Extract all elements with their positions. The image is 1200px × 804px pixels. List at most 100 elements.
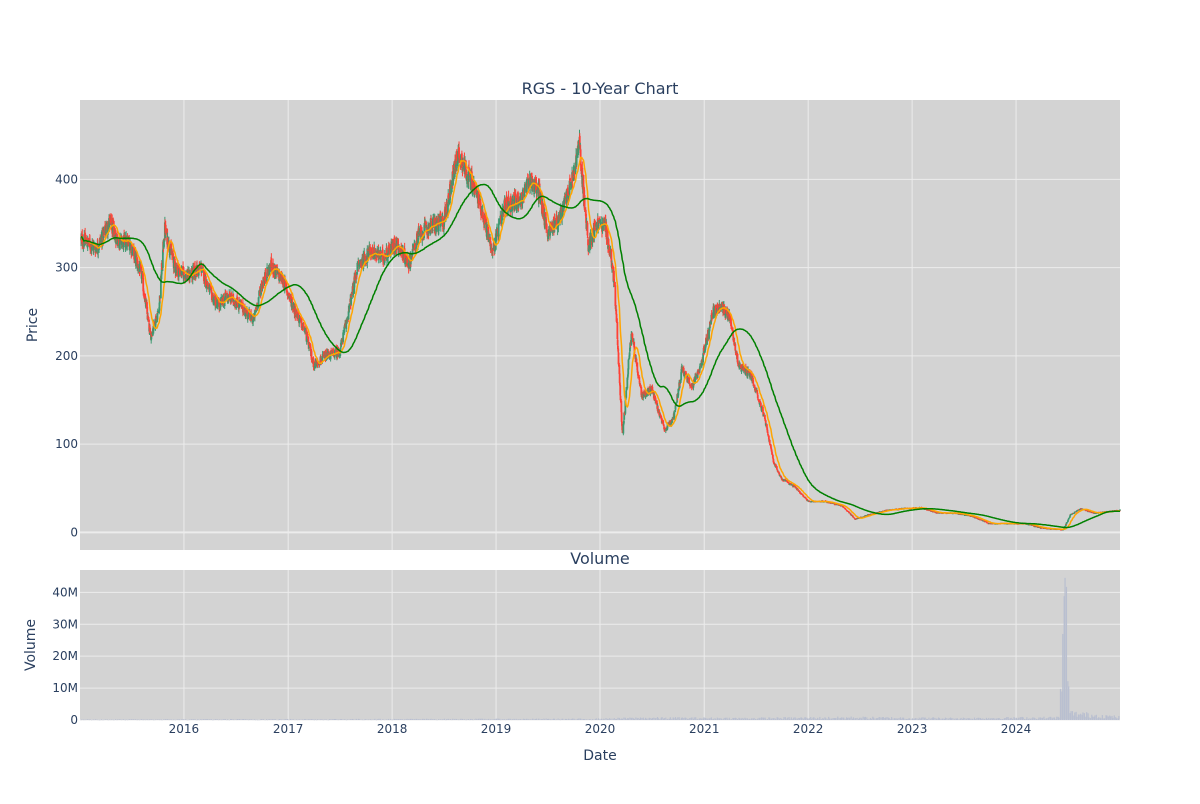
volume-bar [554, 719, 555, 720]
volume-bar [749, 719, 750, 720]
volume-bar [682, 718, 683, 720]
volume-bar [937, 719, 938, 720]
volume-bar [1002, 719, 1003, 720]
volume-bar [215, 719, 216, 720]
volume-bar [365, 719, 366, 720]
volume-bar [129, 719, 130, 720]
volume-bar [1032, 717, 1033, 720]
volume-bar [317, 719, 318, 720]
volume-bar [181, 719, 182, 720]
volume-bar [167, 719, 168, 720]
volume-bar [450, 719, 451, 720]
volume-bar [468, 719, 469, 720]
candle-body [623, 421, 625, 424]
volume-bar [837, 717, 838, 720]
volume-bar [719, 718, 720, 720]
volume-bar [1112, 718, 1113, 720]
volume-bar [472, 720, 473, 721]
volume-bar [799, 718, 800, 720]
volume-bar [372, 720, 373, 721]
volume-bar [851, 717, 852, 720]
volume-bar [550, 720, 551, 721]
volume-bar [819, 717, 820, 720]
candle-body [307, 334, 309, 337]
volume-bar [767, 719, 768, 720]
volume-bar [981, 719, 982, 720]
volume-bar [414, 719, 415, 720]
volume-bar [318, 719, 319, 720]
volume-bar [371, 720, 372, 721]
volume-bar [863, 717, 864, 720]
volume-bar [189, 720, 190, 721]
volume-bar [425, 719, 426, 720]
volume-bar [207, 719, 208, 720]
volume-bar [713, 719, 714, 720]
volume-bar [934, 718, 935, 720]
volume-bar [789, 719, 790, 720]
volume-bar [602, 719, 603, 720]
volume-bar [155, 719, 156, 720]
candle-body [776, 466, 778, 469]
volume-bar [963, 718, 964, 720]
volume-bar [779, 718, 780, 720]
volume-bar [444, 719, 445, 720]
volume-bar [904, 719, 905, 720]
volume-bar [614, 718, 615, 720]
volume-bar [857, 718, 858, 720]
volume-bar [1066, 587, 1067, 720]
volume-bar [524, 719, 525, 720]
volume-bar [972, 719, 973, 720]
volume-bar [859, 718, 860, 720]
volume-bar [261, 719, 262, 720]
volume-bar [715, 719, 716, 720]
candle-body [616, 322, 618, 339]
volume-bar [1038, 718, 1039, 720]
volume-bar [408, 719, 409, 720]
candle-body [628, 360, 630, 370]
volume-bar [1098, 717, 1099, 720]
volume-bar [275, 719, 276, 720]
volume-bar [566, 719, 567, 720]
volume-bar [91, 720, 92, 721]
volume-bar [909, 718, 910, 720]
volume-bar [558, 719, 559, 720]
volume-bar [552, 719, 553, 720]
volume-bar [783, 717, 784, 720]
volume-bar [267, 720, 268, 721]
volume-bar [193, 719, 194, 720]
volume-bar [534, 719, 535, 720]
volume-bar [933, 717, 934, 720]
volume-bar [121, 720, 122, 721]
candle-body [356, 276, 358, 277]
volume-bar [542, 719, 543, 720]
volume-bar [1005, 718, 1006, 720]
volume-bar [276, 720, 277, 721]
volume-bar [536, 719, 537, 720]
volume-bar [701, 719, 702, 720]
candle-body [629, 352, 631, 356]
volume-bar [1011, 718, 1012, 720]
volume-bar [245, 719, 246, 720]
volume-bar [221, 720, 222, 721]
volume-bar [281, 720, 282, 721]
volume-bar [949, 718, 950, 720]
volume-bar [482, 719, 483, 720]
volume-bar [353, 720, 354, 721]
volume-bar [969, 718, 970, 720]
volume-bar [462, 719, 463, 720]
candle-body [662, 420, 664, 423]
volume-bar [665, 718, 666, 720]
volume-bar [721, 719, 722, 720]
volume-bar [1017, 719, 1018, 720]
volume-bar [928, 718, 929, 720]
volume-bar [871, 719, 872, 720]
volume-bar [575, 719, 576, 720]
volume-bar [634, 719, 635, 720]
volume-bar [939, 718, 940, 720]
volume-bar [282, 719, 283, 720]
volume-bar [1050, 717, 1051, 720]
volume-bar [560, 720, 561, 721]
volume-bar [227, 719, 228, 720]
volume-bar [299, 719, 300, 720]
